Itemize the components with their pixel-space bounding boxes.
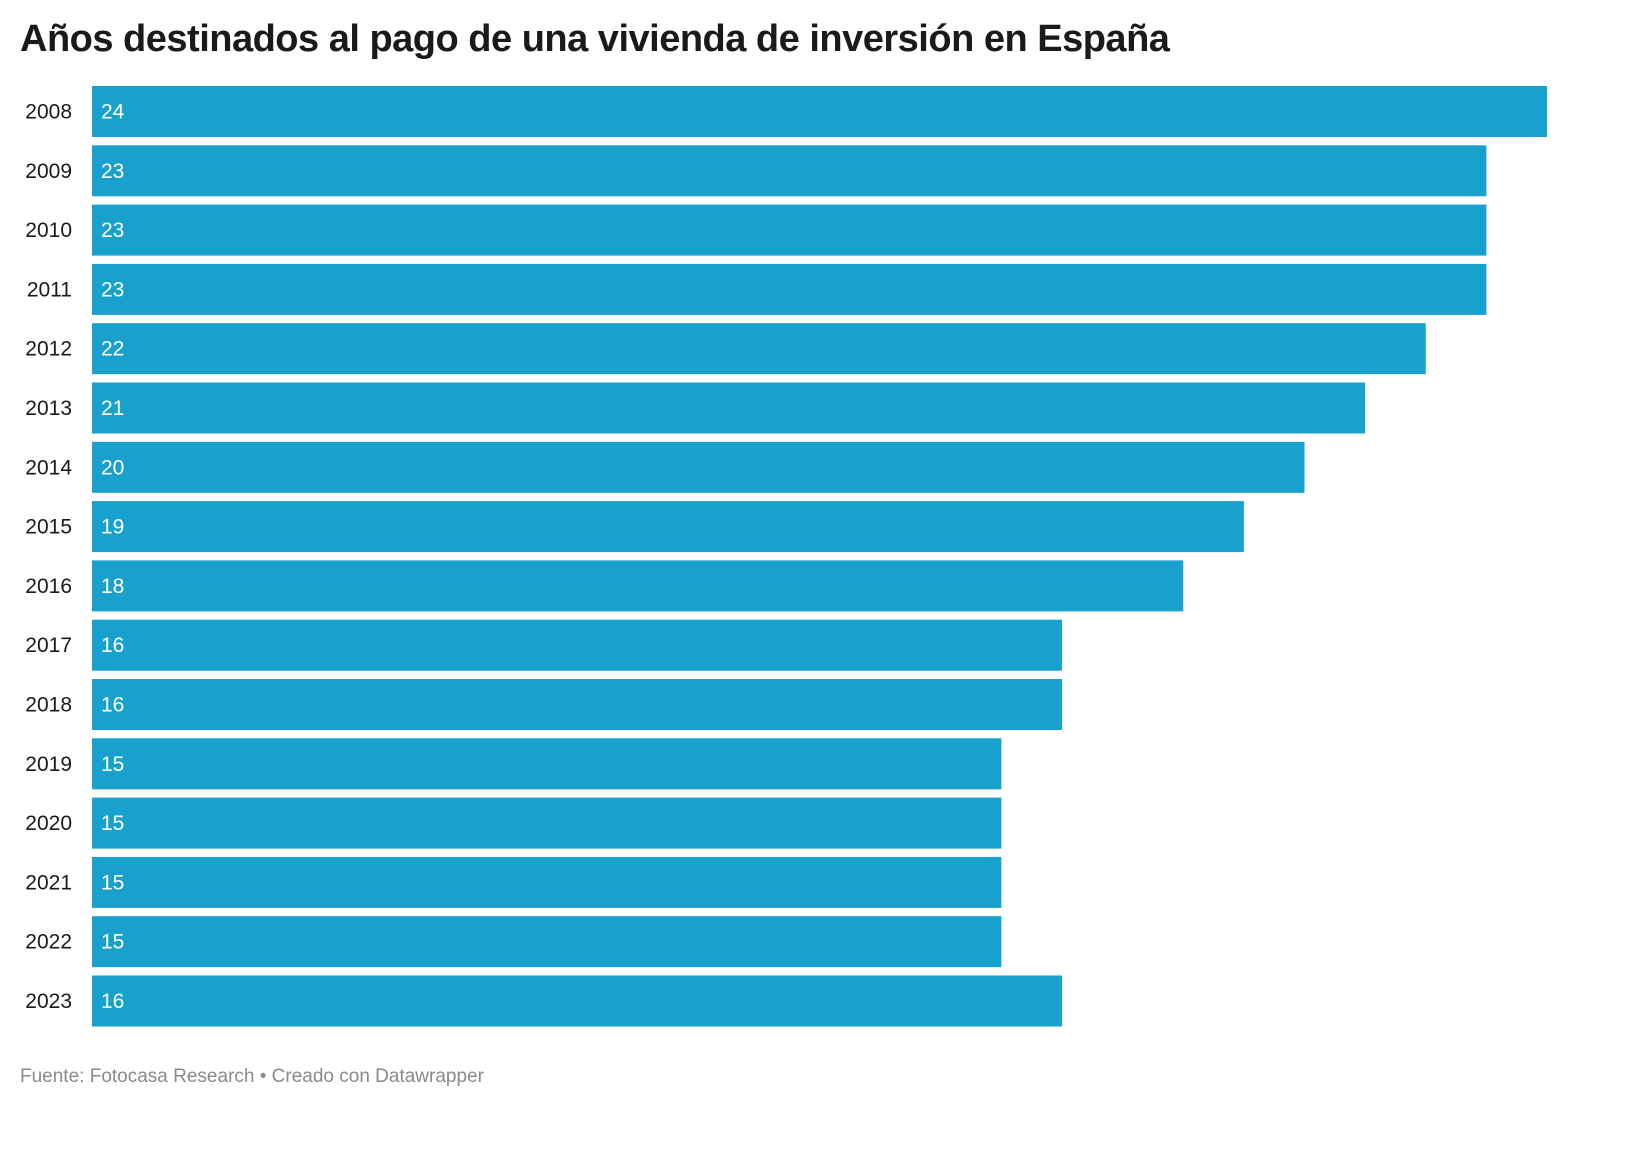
bar bbox=[92, 916, 1002, 968]
category-label: 2021 bbox=[25, 871, 72, 894]
value-label: 15 bbox=[101, 931, 124, 954]
category-label: 2010 bbox=[25, 219, 72, 242]
value-label: 16 bbox=[101, 990, 124, 1013]
bar bbox=[92, 975, 1062, 1027]
bar bbox=[92, 86, 1547, 137]
value-label: 15 bbox=[101, 812, 124, 835]
bar bbox=[92, 679, 1062, 730]
value-label: 15 bbox=[101, 753, 124, 776]
bar bbox=[92, 263, 1487, 315]
bar bbox=[92, 501, 1244, 553]
value-label: 22 bbox=[101, 338, 124, 361]
bar bbox=[92, 441, 1305, 493]
category-label: 2015 bbox=[25, 516, 72, 539]
category-label: 2013 bbox=[25, 397, 72, 420]
category-label: 2019 bbox=[25, 753, 72, 776]
bar bbox=[92, 856, 1002, 908]
value-label: 23 bbox=[101, 278, 124, 301]
category-label: 2008 bbox=[25, 101, 72, 124]
value-label: 16 bbox=[101, 634, 124, 657]
category-label: 2022 bbox=[25, 931, 72, 954]
value-label: 23 bbox=[101, 160, 124, 183]
source-footer: Fuente: Fotocasa Research • Creado con D… bbox=[20, 1066, 484, 1087]
category-label: 2011 bbox=[27, 278, 72, 301]
bar bbox=[92, 560, 1184, 612]
value-label: 21 bbox=[101, 397, 124, 420]
value-label: 24 bbox=[101, 101, 125, 124]
chart-title: Años destinados al pago de una vivienda … bbox=[20, 18, 1170, 60]
bar bbox=[92, 797, 1002, 849]
category-label: 2014 bbox=[25, 456, 72, 479]
bar-chart: 2008 24 2009 23 2010 23 2011 23 2012 22 2013 21 2014… bbox=[25, 86, 1547, 1027]
category-label: 2009 bbox=[25, 160, 72, 183]
category-label: 2023 bbox=[25, 990, 72, 1013]
category-label: 2017 bbox=[25, 634, 72, 657]
bar bbox=[92, 619, 1062, 671]
category-label: 2018 bbox=[25, 694, 72, 717]
value-label: 23 bbox=[101, 219, 124, 242]
category-label: 2012 bbox=[25, 338, 72, 361]
bar bbox=[92, 382, 1366, 434]
value-label: 16 bbox=[101, 694, 124, 717]
bar bbox=[92, 323, 1426, 375]
bar bbox=[92, 738, 1002, 790]
value-label: 19 bbox=[101, 516, 124, 539]
value-label: 20 bbox=[101, 456, 124, 479]
category-label: 2016 bbox=[25, 575, 72, 598]
bar bbox=[92, 145, 1487, 197]
value-label: 15 bbox=[101, 871, 124, 894]
bar bbox=[92, 204, 1487, 256]
category-label: 2020 bbox=[25, 812, 72, 835]
value-label: 18 bbox=[101, 575, 124, 598]
